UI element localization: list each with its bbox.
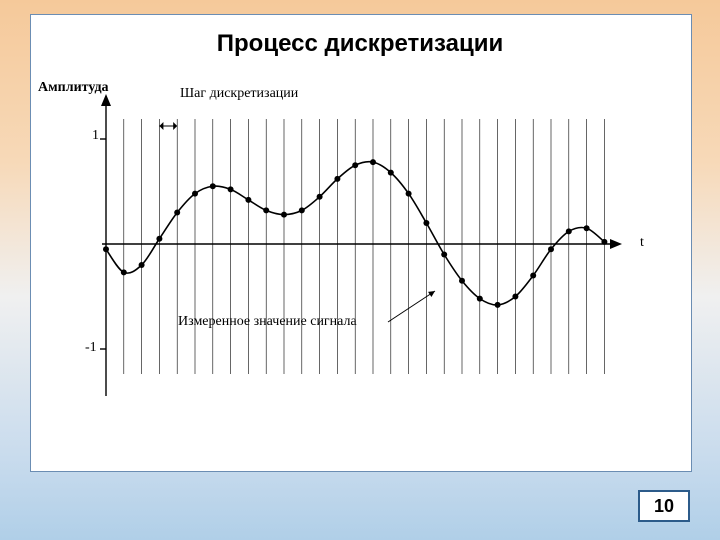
tick-minus-1-label: -1 <box>85 340 97 356</box>
slide-background: { "title": "Процесс дискретизации", "pag… <box>0 0 720 540</box>
y-axis-label: Амплитуда <box>38 80 109 96</box>
step-label: Шаг дискретизации <box>180 86 298 102</box>
slide-title: Процесс дискретизации <box>130 30 590 58</box>
discretization-chart <box>66 74 626 414</box>
sample-value-label: Измеренное значение сигнала <box>178 314 357 330</box>
page-number: 10 <box>638 490 690 522</box>
chart-container: Амплитуда Шаг дискретизации 1 -1 t Измер… <box>66 74 626 414</box>
x-axis-label: t <box>640 235 644 251</box>
tick-plus-1-label: 1 <box>92 128 99 144</box>
